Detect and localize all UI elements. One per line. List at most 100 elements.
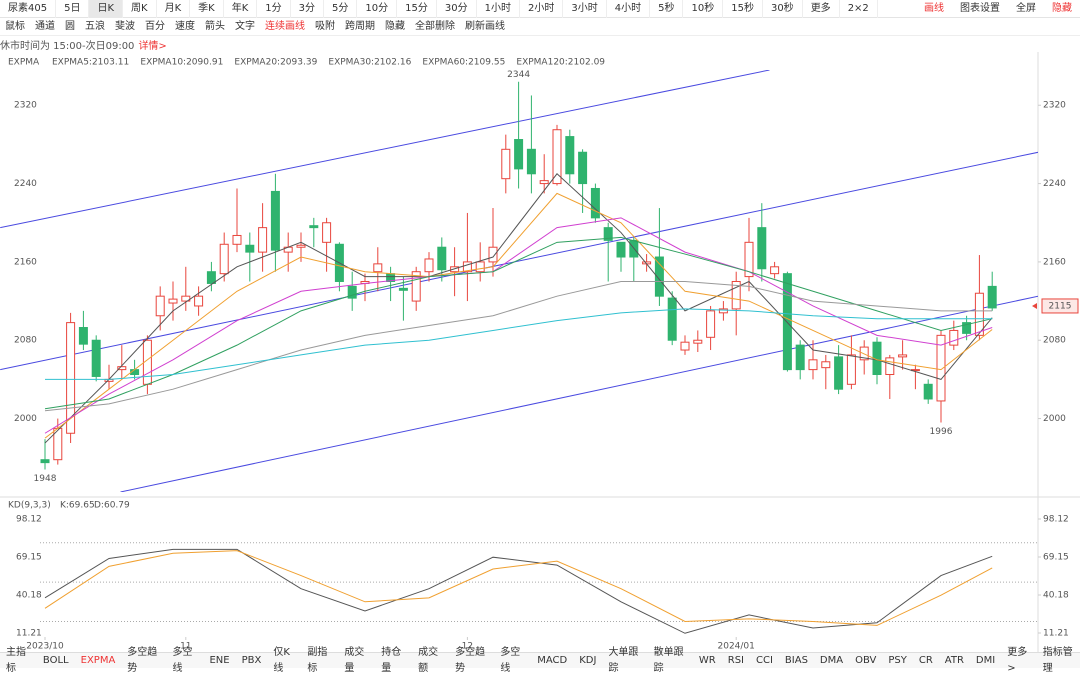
indicator-tab[interactable]: MACD <box>537 654 568 666</box>
drawing-tool[interactable]: 隐藏 <box>385 20 405 32</box>
candle-body <box>270 190 280 251</box>
candle-body <box>949 329 959 346</box>
symbol[interactable]: 尿素405 <box>0 0 57 18</box>
candle-body <box>834 356 844 390</box>
indicator-tab[interactable]: 多空线 <box>172 646 193 674</box>
candle-body <box>923 383 933 400</box>
period-tab[interactable]: 年K <box>224 0 258 18</box>
drawing-tool[interactable]: 五浪 <box>85 20 105 32</box>
period-tab[interactable]: 15秒 <box>723 0 763 18</box>
indicator-tab[interactable]: KDJ <box>579 654 597 666</box>
toolbar-button[interactable]: 画线 <box>924 2 944 14</box>
indicator-manage[interactable]: 指标管理 <box>1042 646 1073 674</box>
indicator-tab[interactable]: CCI <box>756 654 773 666</box>
indicator-tab[interactable]: WR <box>698 654 716 666</box>
candle-body <box>731 280 741 310</box>
indicator-tab[interactable]: BOLL <box>42 654 69 666</box>
indicator-tab[interactable]: 大单跟踪 <box>608 646 639 674</box>
period-tab[interactable]: 周K <box>123 0 157 18</box>
drawing-tool[interactable]: 百分 <box>145 20 165 32</box>
toolbar-button[interactable]: 隐藏 <box>1052 2 1072 14</box>
drawing-tool[interactable]: 速度 <box>175 20 195 32</box>
tabs-right: 指标管理 <box>1037 645 1080 677</box>
drawing-tool[interactable]: 鼠标 <box>5 20 25 32</box>
indicator-tab[interactable]: DMI <box>975 654 996 666</box>
candle-body <box>411 271 421 302</box>
drawing-tool[interactable]: 刷新画线 <box>465 20 505 32</box>
indicator-tab[interactable]: ATR <box>944 654 964 666</box>
indicator-tab[interactable]: PBX <box>241 654 262 666</box>
notice: 休市时间为 15:00-次日09:00 <box>0 40 135 52</box>
period-tab[interactable]: 季K <box>190 0 224 18</box>
period-tab[interactable]: 日K <box>89 0 124 18</box>
period-tab[interactable]: 5秒 <box>650 0 684 18</box>
indicator-tab[interactable]: PSY <box>888 654 907 666</box>
notice-link[interactable]: 详情> <box>138 40 167 52</box>
candle-body <box>514 139 524 170</box>
indicator-tab[interactable]: 散单跟踪 <box>653 646 684 674</box>
candle-body <box>296 244 306 248</box>
indicator-tab[interactable]: CR <box>918 654 933 666</box>
candle-body <box>565 136 575 175</box>
indicator-tab[interactable]: BIAS <box>784 654 808 666</box>
ema-line <box>44 217 993 434</box>
period-tab[interactable]: 4小时 <box>607 0 651 18</box>
indicator-tab[interactable]: 成交额 <box>418 646 439 674</box>
indicator-tab[interactable]: DMA <box>819 654 844 666</box>
y-tick-label: 2240 <box>14 179 37 189</box>
candle-body <box>488 246 498 263</box>
indicator-tab[interactable]: 成交量 <box>344 646 365 674</box>
toolbar-button[interactable]: 图表设置 <box>960 2 1000 14</box>
indicator-tab[interactable]: 多空趋势 <box>127 646 158 674</box>
indicator-tab[interactable]: OBV <box>855 654 877 666</box>
period-tab[interactable]: 1小时 <box>477 0 520 18</box>
candle-body <box>40 459 50 464</box>
legend-entry: EXPMA60:2109.55 <box>422 58 505 68</box>
indicator-tab[interactable]: 持仓量 <box>381 646 402 674</box>
candle-body <box>770 266 780 275</box>
indicator-tab[interactable]: RSI <box>727 654 744 666</box>
drawing-tool[interactable]: 文字 <box>235 20 255 32</box>
candle-body <box>693 339 703 344</box>
candle-body <box>744 241 754 278</box>
period-tab[interactable]: 月K <box>157 0 191 18</box>
toolbar-button[interactable]: 全屏 <box>1016 2 1036 14</box>
indicator-tab[interactable]: 主指标 <box>6 646 26 674</box>
candle-body <box>181 295 191 302</box>
period-tab[interactable]: 3分 <box>291 0 325 18</box>
indicator-tab[interactable]: 多空线 <box>500 646 521 674</box>
period-tab[interactable]: 2小时 <box>520 0 564 18</box>
drawing-tool[interactable]: 吸附 <box>315 20 335 32</box>
drawing-tool[interactable]: 斐波 <box>115 20 135 32</box>
drawing-tool[interactable]: 全部删除 <box>415 20 455 32</box>
y-tick-label: 2000 <box>14 414 37 424</box>
candle-body <box>66 322 76 434</box>
period-tab[interactable]: 1分 <box>257 0 291 18</box>
period-tab[interactable]: 30秒 <box>763 0 803 18</box>
period-tab[interactable]: 30分 <box>437 0 477 18</box>
drawing-tool[interactable]: 跨周期 <box>345 20 375 32</box>
drawing-tool[interactable]: 连续画线 <box>265 20 305 32</box>
candle-body <box>322 222 332 243</box>
candle-body <box>539 180 549 185</box>
period-tab[interactable]: 10分 <box>357 0 398 18</box>
drawing-tool[interactable]: 箭头 <box>205 20 225 32</box>
candle-body <box>757 227 767 270</box>
indicator-tab[interactable]: ENE <box>209 654 230 666</box>
indicator-tab[interactable]: 多空趋势 <box>455 646 486 674</box>
indicator-tab[interactable]: EXPMA <box>80 654 116 666</box>
drawing-tool[interactable]: 圆 <box>65 20 75 32</box>
indicator-tab[interactable]: 副指标 <box>307 646 328 674</box>
period-tab[interactable]: 10秒 <box>683 0 724 18</box>
period-tab[interactable]: 5日 <box>56 0 90 18</box>
y-tick-label: 2320 <box>14 101 37 111</box>
indicator-tab[interactable]: 更多> <box>1007 646 1028 674</box>
period-tab[interactable]: 2×2 <box>840 0 878 18</box>
indicator-tab[interactable]: 仅K线 <box>273 646 290 674</box>
period-tab[interactable]: 15分 <box>397 0 437 18</box>
period-tab[interactable]: 更多 <box>803 0 840 18</box>
period-tab[interactable]: 3小时 <box>563 0 607 18</box>
drawing-tool[interactable]: 通道 <box>35 20 55 32</box>
period-tab[interactable]: 5分 <box>324 0 358 18</box>
